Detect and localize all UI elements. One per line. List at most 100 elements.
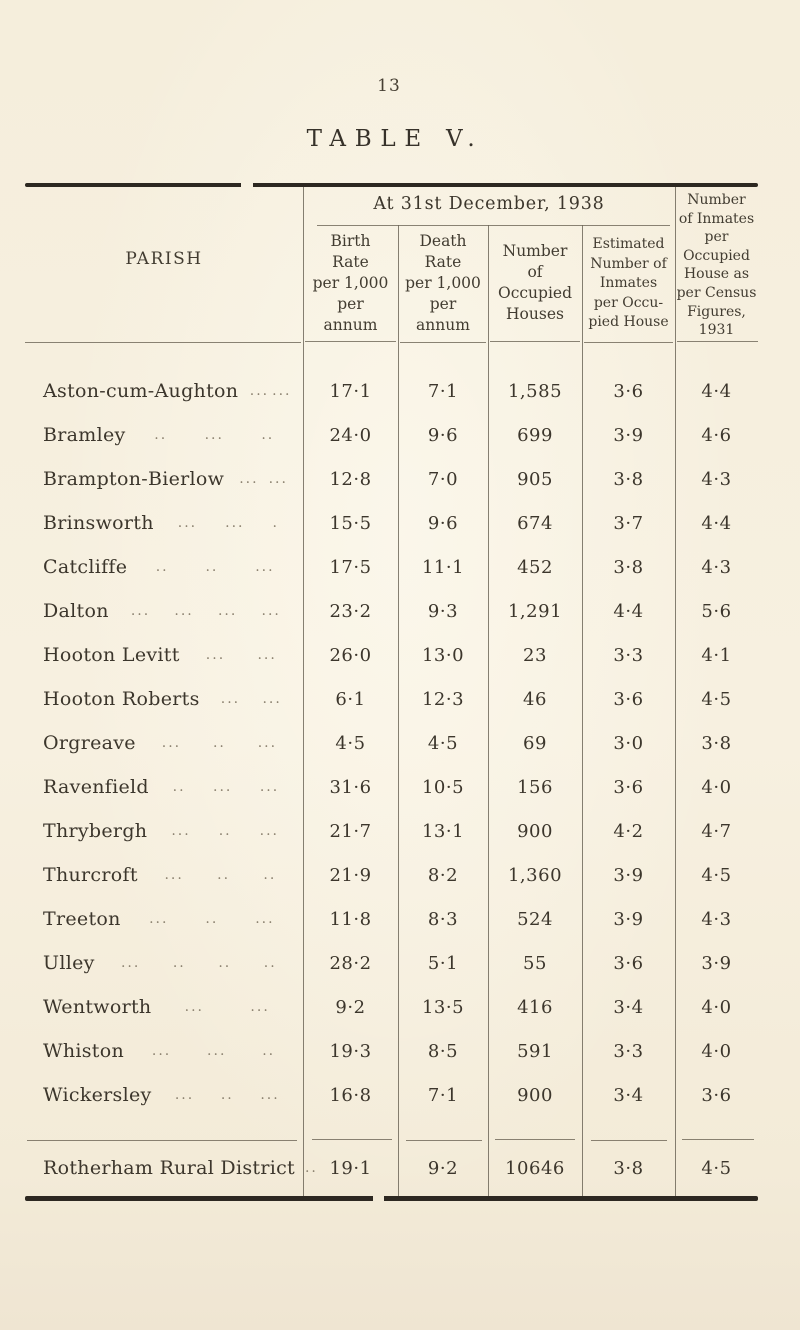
parish-name: Orgreave (43, 732, 136, 754)
header-rule (677, 341, 758, 342)
parish-name: Bramley (43, 424, 126, 446)
parish-cell: Catcliffe....... (25, 556, 303, 578)
census-1931-value: 4·4 (701, 512, 732, 534)
inmates-per-house-value: 3·8 (613, 556, 644, 578)
table-row: Aston-cum-Aughton...... 17·1 7·1 1,585 3… (25, 369, 758, 413)
parish-cell: Aston-cum-Aughton...... (25, 380, 303, 402)
inmates-per-house-value: 3·9 (613, 908, 644, 930)
inmates-per-house-value: 3·6 (613, 688, 644, 710)
census-1931-value: 4·0 (701, 1040, 732, 1062)
death-rate-value: 5·1 (427, 952, 459, 974)
totals-rule (27, 1140, 297, 1141)
table-row: Ravenfield........ 31·6 10·5 156 3·6 4·0 (25, 765, 758, 809)
parish-name: Ravenfield (43, 776, 149, 798)
birth-rate-value: 28·2 (329, 952, 372, 974)
parish-name: Whiston (43, 1040, 125, 1062)
table-row: Brinsworth....... 15·5 9·6 674 3·7 4·4 (25, 501, 758, 545)
parish-name: Wickersley (43, 1084, 152, 1106)
census-1931-value: 4·3 (701, 556, 732, 578)
header-death-rate: Death Rate per 1,000 per annum (405, 232, 481, 334)
death-rate-value: 11·1 (421, 556, 465, 578)
dot-leaders: ....... (154, 427, 275, 443)
parish-name: Dalton (43, 600, 109, 622)
census-1931-value: 4·5 (701, 688, 732, 710)
inmates-per-house-value: 3·9 (613, 424, 644, 446)
parish-cell: Bramley....... (25, 424, 303, 446)
totals-rule (406, 1140, 482, 1141)
table-bottom-rule (25, 1196, 758, 1201)
census-1931-value: 4·3 (701, 908, 732, 930)
table-row: Treeton........ 11·8 8·3 524 3·9 4·3 (25, 897, 758, 941)
birth-rate-value: 26·0 (329, 644, 372, 666)
occupied-houses-value: 1,291 (507, 600, 563, 622)
dot-leaders: ........ (172, 779, 280, 795)
census-1931-value: 4·0 (701, 996, 732, 1018)
occupied-houses-value: 1,360 (507, 864, 563, 886)
header-parish: PARISH (125, 249, 203, 269)
occupied-houses-value: 524 (517, 908, 553, 930)
inmates-per-house-value: 3·7 (613, 512, 644, 534)
dot-leaders: ...... (220, 691, 282, 707)
parish-cell: Rotherham Rural District.. (25, 1157, 316, 1179)
death-rate-value: 8·3 (427, 908, 459, 930)
parish-cell: Hooton Roberts...... (25, 688, 303, 710)
death-rate-value: 4·5 (427, 732, 459, 754)
occupied-houses-value: 416 (517, 996, 553, 1018)
header-rule (584, 342, 673, 343)
parish-cell: Wickersley........ (25, 1084, 303, 1106)
table-row: Wickersley........ 16·8 7·1 900 3·4 3·6 (25, 1073, 758, 1117)
column-divider (398, 225, 399, 1196)
death-rate-value: 8·5 (427, 1040, 459, 1062)
dot-leaders: ........ (171, 823, 279, 839)
birth-rate-value: 16·8 (329, 1084, 372, 1106)
census-1931-value: 4·6 (701, 424, 732, 446)
date-underline (317, 225, 670, 226)
birth-rate-value: 6·1 (335, 688, 366, 710)
occupied-houses-value: 69 (523, 732, 547, 754)
census-1931-value: 4·7 (701, 820, 732, 842)
parish-name: Brinsworth (43, 512, 154, 534)
dot-leaders: ...... (205, 647, 277, 663)
birth-rate-value: 15·5 (329, 512, 372, 534)
parish-cell: Brinsworth....... (25, 512, 303, 534)
inmates-per-house-value: 3·3 (613, 1040, 644, 1062)
parish-name: Treeton (43, 908, 121, 930)
inmates-per-house-value: 3·8 (613, 468, 644, 490)
date-spanner-header: At 31st December, 1938 (373, 194, 605, 214)
death-rate-value: 13·1 (421, 820, 465, 842)
header-birth-rate: Birth Rate per 1,000 per annum (312, 232, 389, 334)
table-row: Orgreave........ 4·5 4·5 69 3·0 3·8 (25, 721, 758, 765)
dot-leaders: ......... (120, 955, 277, 971)
birth-rate-value: 24·0 (329, 424, 372, 446)
statistics-table: At 31st December, 1938 PARISH Birth Rate… (25, 183, 758, 1201)
birth-rate-value: 17·1 (329, 380, 372, 402)
birth-rate-total: 19·1 (329, 1157, 372, 1179)
census-1931-value: 5·6 (701, 600, 732, 622)
death-rate-value: 8·2 (427, 864, 459, 886)
inmates-per-house-value: 4·4 (613, 600, 644, 622)
birth-rate-value: 23·2 (329, 600, 372, 622)
parish-cell: Whiston........ (25, 1040, 303, 1062)
occupied-houses-value: 591 (517, 1040, 553, 1062)
totals-rule (591, 1140, 667, 1141)
death-rate-value: 7·1 (427, 1084, 459, 1106)
census-1931-value: 4·4 (701, 380, 732, 402)
header-rule (490, 341, 580, 342)
header-rule (25, 342, 301, 343)
parish-name: Hooton Roberts (43, 688, 200, 710)
district-total-name: Rotherham Rural District (43, 1157, 295, 1179)
occupied-houses-value: 46 (523, 688, 547, 710)
occupied-houses-value: 23 (523, 644, 547, 666)
inmates-per-house-value: 3·4 (613, 996, 644, 1018)
dot-leaders: ............ (130, 603, 281, 619)
parish-name: Thrybergh (43, 820, 148, 842)
parish-cell: Brampton-Bierlow...... (25, 468, 303, 490)
column-divider (488, 225, 489, 1196)
dot-leaders: ...... (249, 383, 292, 399)
birth-rate-value: 21·9 (329, 864, 372, 886)
census-1931-value: 3·8 (701, 732, 732, 754)
table-row: Catcliffe....... 17·5 11·1 452 3·8 4·3 (25, 545, 758, 589)
inmates-per-house-value: 3·3 (613, 644, 644, 666)
table-row: Dalton............ 23·2 9·3 1,291 4·4 5·… (25, 589, 758, 633)
